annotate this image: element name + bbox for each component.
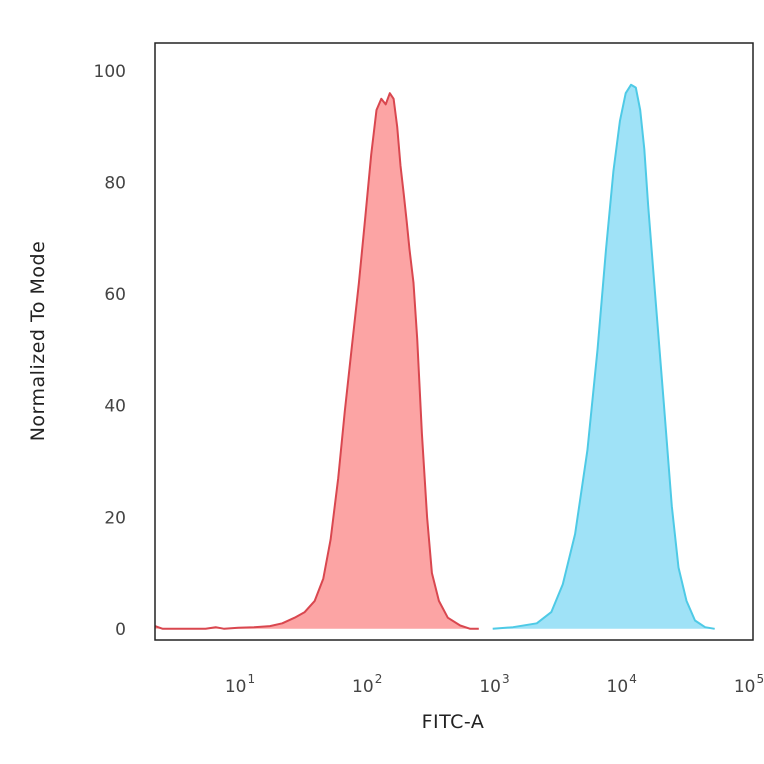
histogram-area-2	[492, 84, 715, 629]
histogram-outline-1	[154, 92, 479, 630]
histogram-area-1	[155, 93, 479, 629]
series-layer	[154, 83, 715, 630]
y-tick-label: 0	[115, 620, 126, 640]
y-tick-label: 100	[94, 62, 126, 82]
y-tick-label: 20	[104, 508, 126, 528]
x-tick-label: 105	[734, 672, 764, 697]
y-axis-ticks: 0 20 40 60 80 100	[94, 62, 126, 640]
histogram-outline-2	[492, 83, 715, 630]
x-tick-label: 102	[352, 672, 382, 697]
y-tick-label: 60	[104, 285, 126, 305]
y-tick-label: 40	[104, 397, 126, 417]
x-tick-label: 104	[607, 672, 637, 697]
x-axis-title: FITC-A	[422, 711, 485, 733]
x-tick-label: 103	[479, 672, 509, 697]
y-axis-title: Normalized To Mode	[27, 241, 49, 442]
x-tick-label: 101	[225, 672, 255, 697]
x-axis-ticks: 101 102 103 104 105	[225, 672, 764, 697]
y-tick-label: 80	[104, 174, 126, 194]
plot-frame	[154, 42, 754, 641]
